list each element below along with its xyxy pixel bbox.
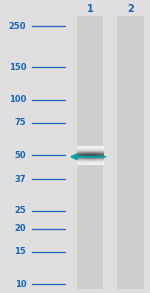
Text: 10: 10 (15, 280, 26, 289)
Text: 50: 50 (15, 151, 26, 160)
Bar (76, 16, 103, 289)
Text: 20: 20 (15, 224, 26, 233)
Bar (117, 16, 144, 289)
Text: 37: 37 (15, 175, 26, 184)
Text: 250: 250 (9, 22, 26, 31)
Text: 2: 2 (127, 4, 134, 14)
Text: 150: 150 (9, 63, 26, 72)
Text: 25: 25 (15, 206, 26, 215)
Text: 75: 75 (15, 118, 26, 127)
Text: 1: 1 (87, 4, 93, 14)
Text: 100: 100 (9, 95, 26, 104)
Text: 15: 15 (15, 247, 26, 256)
